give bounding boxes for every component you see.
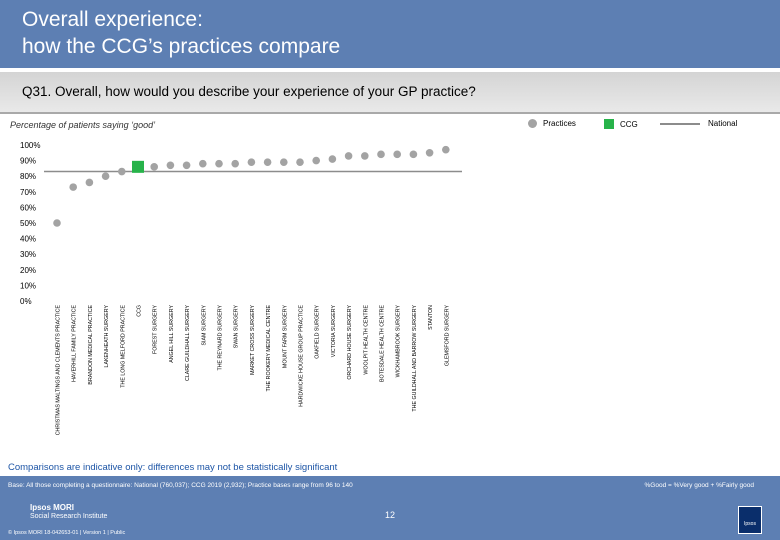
category-label: BOTESDALE HEALTH CENTRE [380, 305, 386, 382]
y-tick-label: 80% [20, 172, 36, 181]
y-tick-label: 20% [20, 266, 36, 275]
y-tick-label: 0% [20, 297, 32, 306]
page-title: Overall experience: how the CCG’s practi… [22, 8, 341, 58]
category-label: WOOLPIT HEALTH CENTRE [363, 305, 369, 375]
practice-dot-icon [528, 119, 537, 128]
category-label: HARDWICKE HOUSE GROUP PRACTICE [299, 305, 305, 407]
practice-point [409, 150, 418, 159]
national-line-icon [660, 122, 700, 125]
category-label: CLARE GUILDHALL SURGERY [185, 305, 191, 381]
category-label: LAKENHEATH SURGERY [104, 305, 110, 368]
practice-point [393, 150, 402, 159]
question-text: Q31. Overall, how would you describe you… [22, 84, 476, 99]
y-tick-label: 60% [20, 203, 36, 212]
category-label: BRANDON MEDICAL PRACTICE [88, 305, 94, 385]
comparison-note: Comparisons are indicative only: differe… [8, 462, 338, 473]
logo-line-1: Ipsos MORI [30, 503, 75, 512]
y-tick-label: 100% [20, 141, 40, 150]
footer: Base: All those completing a questionnai… [0, 476, 780, 540]
category-label: GLEMSFORD SURGERY [444, 305, 450, 367]
practice-point [377, 150, 385, 159]
practice-point [150, 163, 158, 171]
title-bar: Overall experience: how the CCG’s practi… [0, 0, 780, 68]
y-tick-label: 10% [20, 281, 36, 290]
ccg-marker [132, 160, 144, 173]
practice-point [425, 149, 434, 157]
practice-point [247, 158, 256, 166]
category-label: THE LONG MELFORD PRACTICE [120, 305, 126, 388]
legend-ccg-label: CCG [620, 119, 638, 129]
definition-text: %Good = %Very good + %Fairly good [644, 482, 754, 489]
ipsos-mori-logo: Ipsos MORI Social Research Institute [30, 503, 107, 521]
category-label: ORCHARD HOUSE SURGERY [347, 305, 353, 380]
practice-point [215, 159, 223, 168]
practice-point [69, 183, 77, 191]
practice-point [280, 158, 288, 166]
category-label: OAKFIELD SURGERY [315, 305, 321, 359]
practice-point [231, 159, 239, 168]
y-tick-label: 50% [20, 219, 36, 228]
category-label: STANTON [428, 305, 434, 330]
category-label: HAVERHILL FAMILY PRACTICE [72, 305, 78, 382]
category-label: WICKHAMBROOK SURGERY [396, 305, 402, 378]
practice-point [344, 152, 353, 160]
page-number: 12 [384, 510, 395, 520]
ccg-square-icon [604, 119, 614, 129]
y-axis-label: Percentage of patients saying ‘good’ [10, 120, 156, 130]
practice-point [101, 172, 110, 180]
practice-point [166, 161, 175, 170]
practice-point [85, 178, 94, 187]
legend-practices-label: Practices [543, 119, 576, 128]
category-label: CCG [137, 305, 143, 317]
category-label: ANGEL HILL SURGERY [169, 305, 175, 363]
category-label: SIAM SURGERY [201, 305, 207, 346]
y-tick-label: 30% [20, 250, 36, 259]
y-tick-label: 70% [20, 188, 36, 197]
category-label: MOUNT FARM SURGERY [282, 305, 288, 369]
practice-point [53, 219, 61, 227]
practice-point [263, 158, 272, 166]
category-label: FOREST SURGERY [153, 305, 159, 354]
category-label: SWAN SURGERY [234, 305, 240, 349]
practice-point [296, 158, 304, 166]
legend-practices: Practices [528, 119, 576, 128]
practice-point [312, 156, 321, 165]
badge-label: Ipsos [744, 521, 756, 527]
category-label: CHRISTMAS MALTINGS AND CLEMENTS PRACTICE [56, 305, 62, 436]
practice-point [328, 155, 337, 163]
legend-national: National [660, 119, 737, 128]
legend-national-label: National [708, 119, 738, 128]
copyright-text: © Ipsos MORI 18-042653-01 | Version 1 | … [8, 530, 126, 536]
base-text: Base: All those completing a questionnai… [8, 482, 353, 489]
category-label: MARKET CROSS SURGERY [250, 305, 256, 375]
category-label: THE GUILDHALL AND BARROW SURGERY [412, 305, 418, 412]
y-tick-label: 90% [20, 157, 36, 166]
practice-point [442, 145, 450, 154]
category-label: VICTORIA SURGERY [331, 305, 337, 358]
ipsos-badge-icon: Ipsos [738, 506, 762, 534]
category-label: THE ROOKERY MEDICAL CENTRE [266, 305, 272, 392]
practice-point [118, 167, 126, 176]
practice-point [199, 159, 207, 168]
category-label: THE REYNARD SURGERY [218, 305, 224, 371]
practice-comparison-chart: 0% 10% 20% 30% 40% 50% 60% 70% 80% 90% 100% CHRISTM… [20, 141, 462, 436]
question-bar: Q31. Overall, how would you describe you… [0, 72, 780, 114]
y-tick-label: 40% [20, 235, 36, 244]
legend-ccg: CCG [604, 119, 638, 129]
logo-line-2: Social Research Institute [30, 513, 108, 520]
practice-point [182, 161, 191, 170]
practice-point [361, 152, 369, 160]
